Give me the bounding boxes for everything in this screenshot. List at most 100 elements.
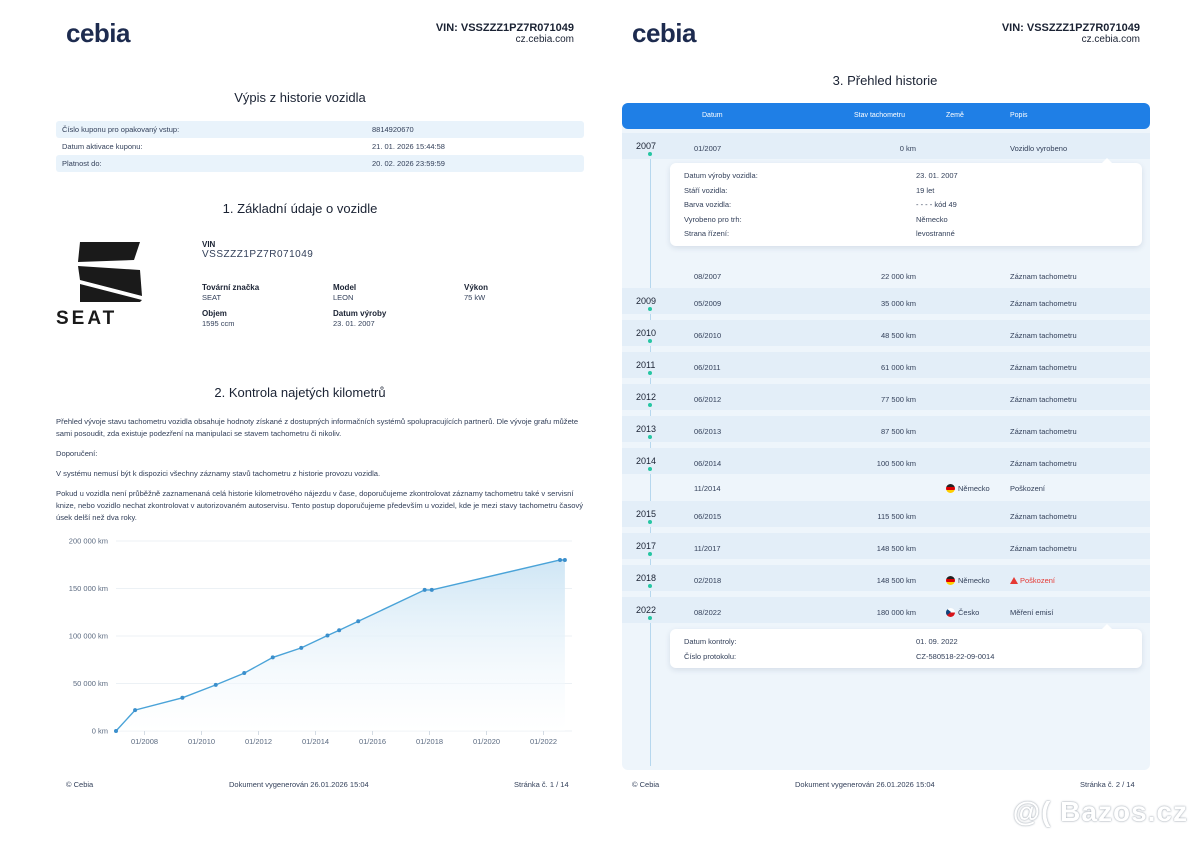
history-row: 2012 06/2012 77 500 km Záznam tachometru xyxy=(622,384,1150,410)
history-odometer: 148 500 km xyxy=(876,576,916,585)
history-description: Záznam tachometru xyxy=(1010,331,1077,340)
coupon-row: Číslo kuponu pro opakovaný vstup: 8814920… xyxy=(56,121,584,138)
history-odometer: 87 500 km xyxy=(880,427,916,436)
col-description: Popis xyxy=(1010,112,1028,119)
data-point xyxy=(270,655,275,660)
model-field: Model LEON xyxy=(333,283,357,302)
history-description: Záznam tachometru xyxy=(1010,272,1077,281)
col-odometer: Stav tachometru xyxy=(854,112,905,119)
seat-logo-icon xyxy=(78,242,142,302)
timeline-dot xyxy=(648,371,652,375)
history-date: 05/2009 xyxy=(694,299,722,308)
data-point xyxy=(429,587,434,592)
history-odometer: 35 000 km xyxy=(880,299,916,308)
detail-row: Stáří vozidla: 19 let xyxy=(684,185,935,195)
history-row: 2022 08/2022 180 000 km Česko Měření emisí xyxy=(622,597,1150,623)
history-description: Záznam tachometru xyxy=(1010,395,1077,404)
timeline-dot xyxy=(648,307,652,311)
history-year: 2014 xyxy=(636,456,657,466)
seat-wordmark: SEAT xyxy=(56,308,118,329)
history-year: 2017 xyxy=(636,541,657,551)
history-description: Vozidlo vyrobeno xyxy=(1010,144,1068,153)
x-tick-label: 01/2010 xyxy=(188,737,215,746)
history-odometer: 180 000 km xyxy=(876,608,916,617)
data-point xyxy=(213,682,218,687)
site-link[interactable]: cz.cebia.com xyxy=(1081,34,1140,45)
history-row: 11/2014 Německo Poškození xyxy=(622,473,1150,499)
section-basic-info: 1. Základní údaje o vozidle xyxy=(222,201,378,216)
paragraph-note: V systému nemusí být k dispozici všechny… xyxy=(56,469,381,478)
data-point xyxy=(337,628,342,633)
history-description: Poškození xyxy=(1010,484,1046,493)
history-date: 08/2007 xyxy=(694,272,722,281)
x-tick-label: 01/2018 xyxy=(416,737,443,746)
coupon-row: Platnost do: 20. 02. 2026 23:59:59 xyxy=(56,155,584,172)
history-country: Česko xyxy=(946,608,979,617)
detail-row: Vyrobeno pro trh: Německo xyxy=(684,214,948,224)
y-tick-label: 0 km xyxy=(92,727,108,736)
timeline-dot xyxy=(648,616,652,620)
data-point xyxy=(325,633,330,638)
history-year: 2009 xyxy=(636,296,657,306)
paragraph-recommend-heading: Doporučení: xyxy=(56,449,98,458)
vin-header: VIN: VSSZZZ1PZ7R071049 cz.cebia.com xyxy=(436,22,574,46)
section-mileage: 2. Kontrola najetých kilometrů xyxy=(214,385,386,400)
coupon-info: Číslo kuponu pro opakovaný vstup: 8814920… xyxy=(56,121,584,172)
history-date: 11/2014 xyxy=(694,484,721,493)
history-row: 2018 02/2018 148 500 km Německo Poškození xyxy=(622,565,1150,591)
history-date: 06/2012 xyxy=(694,395,722,404)
x-tick-label: 01/2012 xyxy=(245,737,272,746)
y-tick-label: 50 000 km xyxy=(73,679,108,688)
y-tick-label: 200 000 km xyxy=(69,537,108,546)
paragraph-intro: Přehled vývoje stavu tachometru vozidla … xyxy=(56,417,579,438)
timeline-dot xyxy=(648,552,652,556)
history-date: 02/2018 xyxy=(694,576,722,585)
data-point xyxy=(180,695,185,700)
x-tick-label: 01/2014 xyxy=(302,737,329,746)
history-odometer: 100 500 km xyxy=(876,459,916,468)
data-point xyxy=(133,708,138,713)
report-page-1: cebia VIN: VSSZZZ1PZ7R071049 cz.cebia.co… xyxy=(56,18,584,789)
history-year: 2011 xyxy=(636,360,656,370)
detail-row: Strana řízení: levostranné xyxy=(684,229,955,238)
history-row: 2009 05/2009 35 000 km Záznam tachometru xyxy=(622,288,1150,314)
history-description: Záznam tachometru xyxy=(1010,299,1077,308)
section-history: 3. Přehled historie xyxy=(832,73,938,88)
history-row: 2013 06/2013 87 500 km Záznam tachometru xyxy=(622,416,1150,442)
history-year: 2010 xyxy=(636,328,657,338)
mileage-chart: 0 km 50 000 km 100 000 km 150 000 km 200 000… xyxy=(69,537,572,746)
data-point xyxy=(356,619,361,624)
history-description: Poškození xyxy=(1010,576,1055,585)
site-link[interactable]: cz.cebia.com xyxy=(515,34,574,45)
timeline-dot xyxy=(648,467,652,471)
x-tick-label: 01/2022 xyxy=(530,737,557,746)
data-point xyxy=(558,558,563,562)
data-point xyxy=(562,558,567,562)
footer-copyright: © Cebia xyxy=(66,780,94,789)
history-date: 11/2017 xyxy=(694,544,721,553)
timeline-dot xyxy=(648,520,652,524)
history-year: 2012 xyxy=(636,392,657,402)
history-year: 2018 xyxy=(636,573,657,583)
x-tick-label: 01/2020 xyxy=(473,737,500,746)
history-table-header: Datum Stav tachometru Země Popis xyxy=(622,103,1150,129)
power-field: Výkon 75 kW xyxy=(464,283,489,302)
emission-detail-card: Datum kontroly: 01. 09. 2022 Číslo protoko… xyxy=(670,624,1142,668)
history-year: 2013 xyxy=(636,424,657,434)
history-date: 08/2022 xyxy=(694,608,722,617)
history-row: 2011 06/2011 61 000 km Záznam tachometru xyxy=(622,352,1150,378)
timeline-dot xyxy=(648,152,652,156)
history-odometer: 148 500 km xyxy=(876,544,916,553)
history-year: 2007 xyxy=(636,141,657,151)
data-point xyxy=(299,645,304,650)
history-odometer: 0 km xyxy=(899,144,916,153)
detail-row: Číslo protokolu: CZ-580518-22-09-0014 xyxy=(684,651,995,661)
report-page-2: cebia VIN: VSSZZZ1PZ7R071049 cz.cebia.co… xyxy=(600,0,1200,848)
history-row: 2017 11/2017 148 500 km Záznam tachometru xyxy=(622,533,1150,559)
history-date: 06/2011 xyxy=(694,363,721,372)
footer-generated: Dokument vygenerován 26.01.2026 15:04 xyxy=(795,780,935,789)
footer-generated: Dokument vygenerován 26.01.2026 15:04 xyxy=(229,780,369,789)
y-tick-label: 100 000 km xyxy=(69,632,108,641)
vehicle-detail-card: Datum výroby vozidla: 23. 01. 2007 Stáří v… xyxy=(670,158,1142,246)
czech-flag-icon xyxy=(946,608,955,617)
